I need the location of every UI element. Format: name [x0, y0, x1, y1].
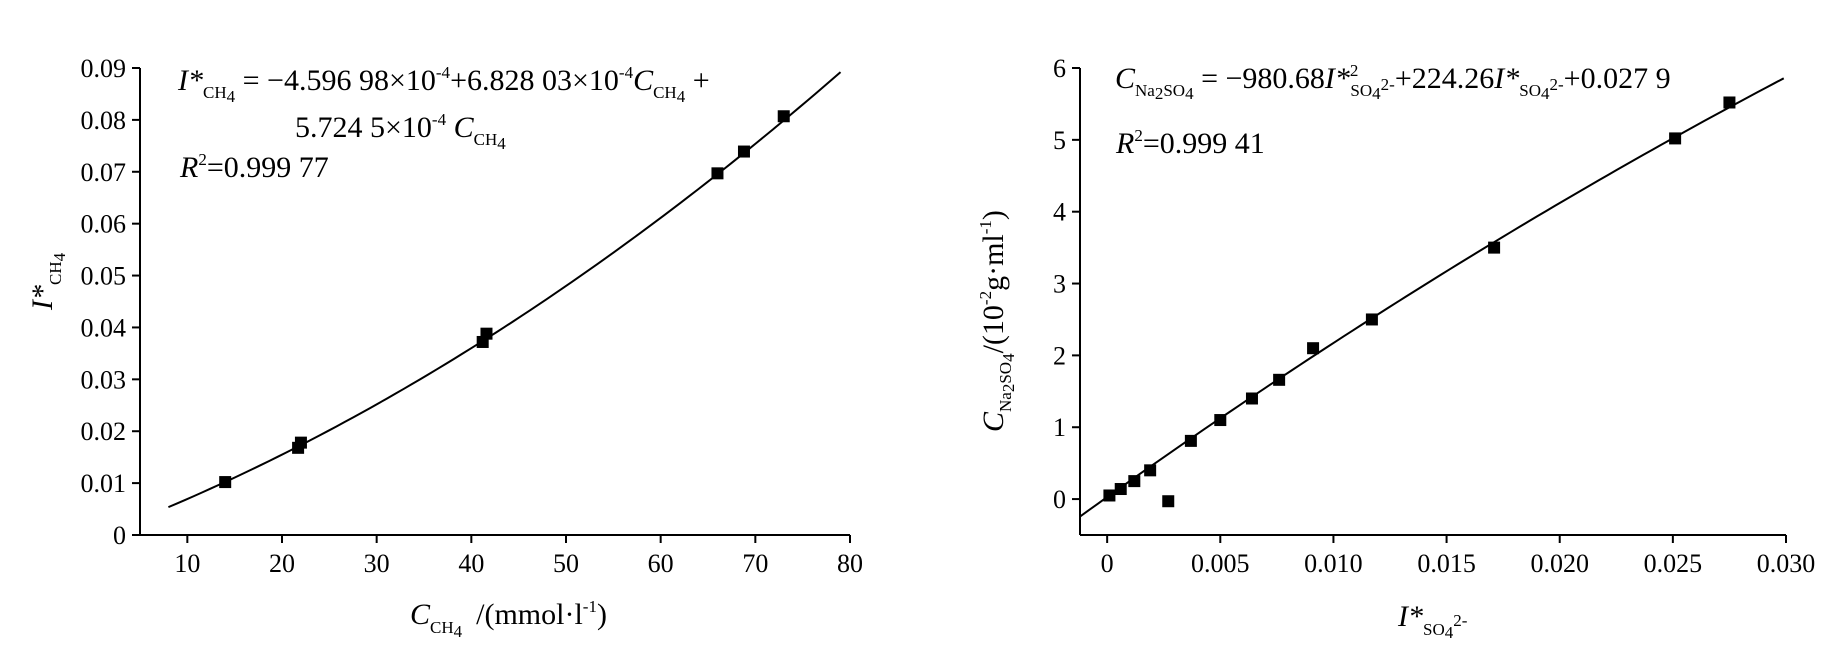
equation-line-2: 5.724 5×10-4 CCH4 — [295, 110, 506, 153]
y-tick-label: 0.03 — [81, 365, 127, 394]
data-point — [777, 110, 790, 123]
x-axis-label: I*SO42- — [1397, 600, 1468, 642]
y-tick-label: 1 — [1053, 413, 1066, 442]
y-axis-label: I*CH4 — [26, 252, 69, 311]
x-tick-label: 40 — [458, 549, 484, 578]
x-axis-label: CCH4/(mmol·l-1) — [410, 597, 607, 641]
data-point — [219, 476, 232, 489]
data-point — [1245, 392, 1258, 405]
y-tick-label: 4 — [1053, 198, 1066, 227]
equation-line-1: CNa2SO4 = −980.68I*2 SO42-+224.26I*SO42-+… — [1115, 61, 1671, 103]
y-tick-label: 0 — [1053, 485, 1066, 514]
x-tick-label: 70 — [742, 549, 768, 578]
tick-labels: 10 20 30 40 50 60 70 80 0 0.01 0.02 0.03 0.04 0.05 0.0… — [81, 54, 864, 578]
data-point — [1365, 313, 1378, 326]
equation-line-1: I*CH4 = −4.596 98×10-4+6.828 03×10-4CCH4… — [177, 63, 710, 106]
chart-na2so4: 0 0.005 0.010 0.015 0.020 0.025 0.030 0 1 2 3 4 5 6 C… — [976, 54, 1815, 642]
y-tick-label: 0 — [113, 521, 126, 550]
data-point — [1128, 475, 1141, 488]
y-tick-label: 0.05 — [81, 262, 127, 291]
y-tick-label: 3 — [1053, 270, 1066, 299]
data-point — [1723, 96, 1736, 109]
x-tick-label: 0.010 — [1304, 549, 1363, 578]
data-point — [1307, 342, 1320, 355]
x-tick-label: 80 — [837, 549, 863, 578]
tick-marks — [132, 67, 851, 543]
r-squared-label: R2=0.999 41 — [1115, 126, 1265, 160]
y-tick-label: 0.09 — [81, 54, 127, 83]
data-point — [294, 436, 307, 449]
x-tick-label: 30 — [364, 549, 390, 578]
y-tick-label: 5 — [1053, 126, 1066, 155]
x-tick-label: 20 — [269, 549, 295, 578]
chart-ch4: 10 20 30 40 50 60 70 80 0 0.01 0.02 0.03 0.04 0.05 0.0… — [26, 54, 863, 641]
fit-curve — [1079, 77, 1785, 518]
data-point — [1184, 434, 1197, 447]
fit-curve — [168, 71, 842, 509]
x-tick-label: 0.030 — [1757, 549, 1816, 578]
x-tick-label: 0.015 — [1417, 549, 1476, 578]
x-tick-label: 50 — [553, 549, 579, 578]
x-tick-label: 0 — [1101, 549, 1114, 578]
x-tick-label: 60 — [648, 549, 674, 578]
data-point — [1669, 132, 1682, 145]
y-tick-label: 2 — [1053, 341, 1066, 370]
data-point — [480, 327, 493, 340]
data-point — [1214, 414, 1227, 427]
data-point — [737, 145, 750, 158]
r-squared-label: R2=0.999 77 — [179, 150, 329, 184]
y-tick-label: 0.06 — [81, 210, 127, 239]
y-tick-label: 0.01 — [81, 469, 127, 498]
y-tick-label: 6 — [1053, 54, 1066, 83]
x-tick-label: 0.005 — [1191, 549, 1250, 578]
y-axis-label: CNa2SO4/(10-2g·ml-1) — [976, 210, 1018, 432]
y-tick-label: 0.07 — [81, 158, 127, 187]
axes — [1079, 68, 1786, 536]
y-tick-label: 0.04 — [81, 313, 127, 342]
data-point — [1144, 464, 1157, 477]
data-points — [1103, 96, 1736, 508]
data-point — [1162, 495, 1175, 508]
axes — [139, 68, 850, 536]
x-tick-label: 0.025 — [1644, 549, 1703, 578]
data-points — [219, 110, 790, 489]
x-tick-label: 10 — [174, 549, 200, 578]
data-point — [1273, 373, 1286, 386]
data-point — [1488, 241, 1501, 254]
data-point — [1103, 489, 1116, 502]
data-point — [711, 167, 724, 180]
tick-marks — [1072, 67, 1787, 543]
x-tick-label: 0.020 — [1530, 549, 1589, 578]
y-tick-label: 0.02 — [81, 417, 127, 446]
y-tick-label: 0.08 — [81, 106, 127, 135]
tick-labels: 0 0.005 0.010 0.015 0.020 0.025 0.030 0 1 2 3 4 5 6 — [1053, 54, 1815, 578]
data-point — [1114, 483, 1127, 496]
